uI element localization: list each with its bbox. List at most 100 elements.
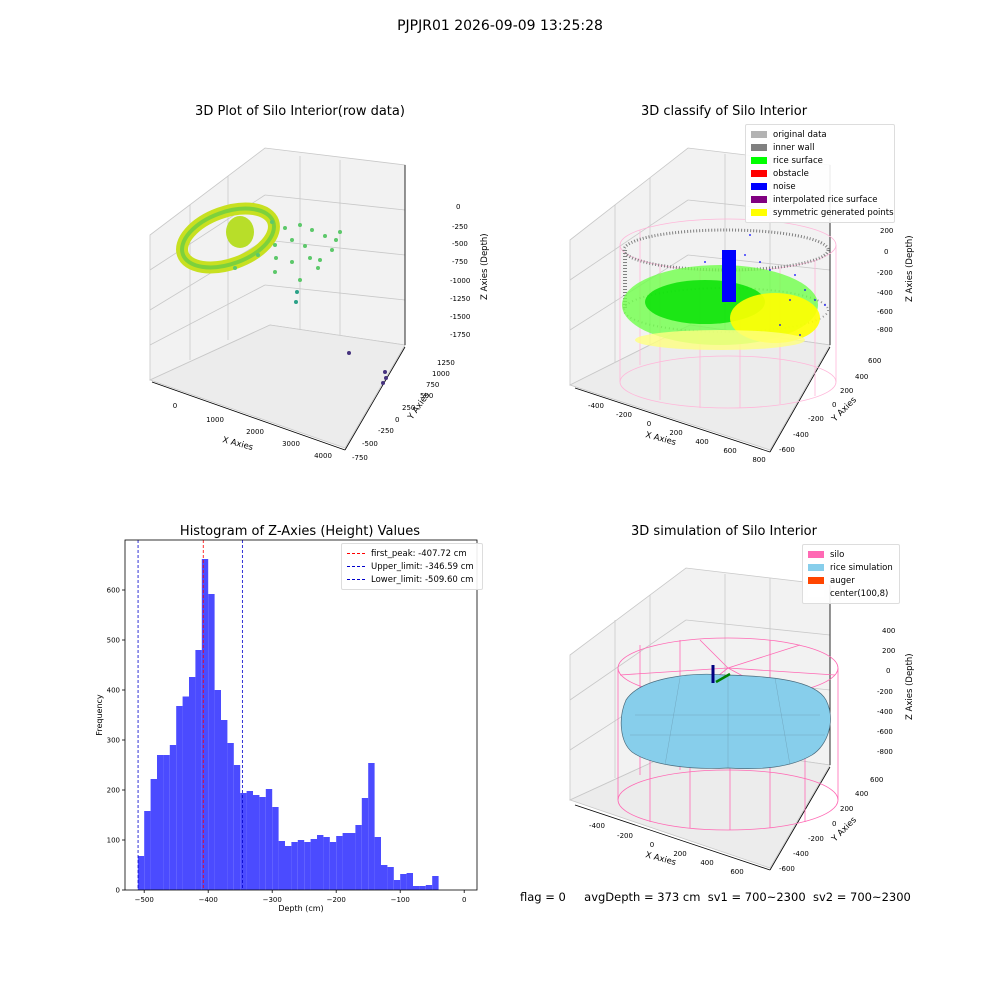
classify-ztick: -400 xyxy=(877,289,893,297)
legend-item: symmetric generated points xyxy=(751,206,894,219)
histogram-title: Histogram of Z-Axies (Height) Values xyxy=(179,524,421,539)
raw-ztick: 0 xyxy=(456,203,460,211)
legend-label: center(100,8) xyxy=(830,588,889,599)
histogram-bar xyxy=(240,793,247,890)
raw-zlabel: Z Axies (Depth) xyxy=(480,233,490,300)
histogram-y-tick-label: 0 xyxy=(116,887,120,895)
simulation-ztick: 200 xyxy=(882,647,895,655)
avg-depth-status: avgDepth = 373 cm xyxy=(584,890,701,904)
legend-item: silo xyxy=(808,548,894,561)
legend-label: symmetric generated points xyxy=(773,207,894,218)
histogram-bar xyxy=(291,842,298,890)
simulation-xtick: 400 xyxy=(700,859,713,867)
histogram-bar xyxy=(323,837,330,890)
legend-item: original data xyxy=(751,128,889,141)
figure-title: PJPJR01 2026-09-09 13:25:28 xyxy=(397,18,603,34)
histogram-bar xyxy=(387,867,394,890)
histogram-reference-lines xyxy=(137,540,243,890)
legend-label: noise xyxy=(773,181,796,192)
legend-swatch xyxy=(808,590,824,597)
histogram-bar xyxy=(393,880,401,890)
simulation-ytick: -400 xyxy=(793,850,809,858)
classify-xtick: 0 xyxy=(647,420,651,428)
classify-plot-title: 3D classify of Silo Interior xyxy=(640,104,808,119)
simulation-xtick: 200 xyxy=(673,850,686,858)
classify-ztick: -200 xyxy=(877,269,893,277)
simulation-zlabel: Z Axies (Depth) xyxy=(905,653,915,720)
histogram-bar xyxy=(432,876,439,890)
legend-swatch xyxy=(808,577,824,584)
classify-xtick: 200 xyxy=(669,429,682,437)
classify-legend: original data inner wall rice surface ob… xyxy=(745,124,895,223)
histogram-x-tick-label: −100 xyxy=(391,896,410,904)
histogram-ylabel: Frequency xyxy=(95,694,104,736)
histogram-y-tick-label: 400 xyxy=(107,687,120,695)
legend-line-blue xyxy=(347,579,365,580)
raw-scatter-points xyxy=(233,220,388,385)
raw-xtick: 2000 xyxy=(246,428,264,436)
classify-ztick: -800 xyxy=(877,326,893,334)
histogram-bar xyxy=(163,755,170,890)
histogram-bar xyxy=(317,835,324,890)
simulation-rice-surface xyxy=(620,673,831,770)
legend-label: silo xyxy=(830,549,845,560)
histogram-bar xyxy=(227,743,234,890)
raw-ytick: 1250 xyxy=(437,359,455,367)
histogram-y-tick-label: 200 xyxy=(107,787,120,795)
histogram-bar xyxy=(413,886,420,890)
simulation-ytick: 400 xyxy=(855,790,868,798)
legend-item: rice surface xyxy=(751,154,889,167)
simulation-ytick: 600 xyxy=(870,776,883,784)
histogram-y-tick-label: 300 xyxy=(107,737,120,745)
histogram-bar xyxy=(297,840,305,890)
histogram-bar xyxy=(272,807,279,890)
histogram-bar xyxy=(195,650,202,890)
legend-label: interpolated rice surface xyxy=(773,194,878,205)
raw-xtick: 3000 xyxy=(282,440,300,448)
legend-item: Lower_limit: -509.60 cm xyxy=(347,573,477,586)
simulation-center-marker xyxy=(711,665,731,684)
histogram-bar xyxy=(253,795,260,890)
histogram-bar xyxy=(285,846,292,890)
histogram-bar xyxy=(182,696,189,890)
legend-item: inner wall xyxy=(751,141,889,154)
simulation-xtick: 600 xyxy=(730,868,743,876)
legend-swatch xyxy=(751,196,767,203)
histogram-bar xyxy=(169,745,177,890)
raw-xtick: 4000 xyxy=(314,452,332,460)
histogram-y-ticks: 0 100 200 300 400 500 600 xyxy=(107,587,125,895)
simulation-plot-title: 3D simulation of Silo Interior xyxy=(631,524,817,539)
classify-xtick: 800 xyxy=(752,456,765,464)
histogram-bar xyxy=(368,763,375,890)
legend-swatch xyxy=(808,551,824,558)
sv1-status: sv1 = 700~2300 xyxy=(707,890,806,904)
legend-label: auger xyxy=(830,575,855,586)
legend-label: inner wall xyxy=(773,142,815,153)
simulation-xtick: 0 xyxy=(650,841,654,849)
simulation-ytick: 0 xyxy=(832,820,836,828)
simulation-ytick: -600 xyxy=(779,865,795,873)
simulation-ytick: -200 xyxy=(808,835,824,843)
legend-swatch xyxy=(751,183,767,190)
classify-ytick: 600 xyxy=(868,357,881,365)
simulation-xtick: -200 xyxy=(617,832,633,840)
histogram-bar xyxy=(336,836,343,890)
histogram-y-tick-label: 500 xyxy=(107,637,120,645)
histogram-x-tick-label: −200 xyxy=(327,896,346,904)
simulation-ztick: 400 xyxy=(882,627,895,635)
raw-ytick: 500 xyxy=(420,392,433,400)
simulation-ztick: -400 xyxy=(877,708,893,716)
legend-item: auger xyxy=(808,574,894,587)
legend-line-red xyxy=(347,553,365,554)
raw-ztick: -250 xyxy=(452,223,468,231)
status-line: flag = 0 avgDepth = 373 cm sv1 = 700~230… xyxy=(520,890,911,904)
histogram-x-ticks: −500 −400 −300 −200 −100 0 xyxy=(135,890,466,904)
histogram-x-tick-label: 0 xyxy=(462,896,466,904)
classify-ytick: -200 xyxy=(808,415,824,423)
histogram-x-tick-label: −400 xyxy=(199,896,218,904)
raw-ytick: 250 xyxy=(402,404,415,412)
classify-ytick: 0 xyxy=(832,401,836,409)
histogram-bar xyxy=(157,755,164,890)
legend-item: obstacle xyxy=(751,167,889,180)
histogram-bar xyxy=(137,856,145,890)
